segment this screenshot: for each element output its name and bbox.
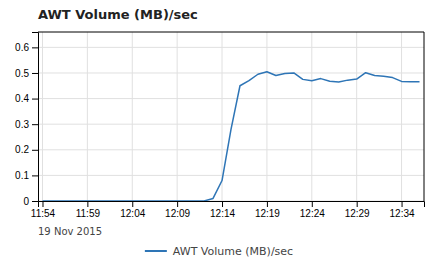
legend: AWT Volume (MB)/sec: [145, 245, 293, 258]
y-tick: 0.4: [15, 93, 38, 104]
chart: AWT Volume (MB)/sec11:5411:5912:0412:091…: [0, 0, 438, 265]
x-tick-label: 12:19: [255, 208, 280, 219]
y-tick: 0.3: [15, 119, 38, 130]
x-tick-mark: [267, 201, 268, 207]
x-tick: 12:09: [165, 201, 190, 219]
x-tick-mark: [222, 201, 223, 207]
x-tick: 12:04: [120, 201, 145, 219]
y-tick: 0.6: [15, 42, 38, 53]
x-tick-label: 11:54: [31, 208, 56, 219]
x-tick: 12:19: [255, 201, 280, 219]
y-tick-mark: [32, 201, 38, 202]
y-tick-mark: [32, 73, 38, 74]
marks: [42, 72, 419, 201]
y-tick-mark: [32, 175, 38, 176]
grid-line-x: [87, 32, 88, 201]
x-tick-mark: [42, 201, 43, 207]
x-tick-mark: [312, 201, 313, 207]
x-tick: 11:54: [31, 201, 56, 219]
grid-line-x: [132, 32, 133, 201]
plot-frame: [38, 32, 424, 33]
y-tick-mark: [32, 150, 38, 151]
grid-line-y: [38, 149, 424, 150]
grid-line-x: [401, 32, 402, 201]
x-tick-mark: [357, 201, 358, 207]
x-tick-label: 12:09: [165, 208, 190, 219]
title: AWT Volume (MB)/sec: [38, 7, 198, 22]
x-tick: 11:59: [76, 201, 101, 219]
x-tick-label: 12:34: [390, 208, 415, 219]
grid: [38, 32, 424, 201]
y-tick-label: 0: [23, 196, 29, 207]
y-tick-label: 0.6: [15, 42, 29, 53]
x-axis: 11:54 11:59 12:04 12:09 12:14 12:19 12:24 12:29…: [31, 201, 425, 219]
x-tick-label: 12:24: [300, 208, 325, 219]
legend-label: AWT Volume (MB)/sec: [173, 245, 293, 258]
x-tick-mark: [402, 201, 403, 207]
x-tick: 12:34: [390, 201, 415, 219]
series-line: [42, 72, 419, 201]
y-tick: 0: [23, 196, 38, 207]
y-tick-label: 0.1: [15, 170, 29, 181]
y-tick-label: 0.2: [15, 144, 29, 155]
plot-frame: [424, 32, 425, 201]
y-axis: 0 0.1 0.2 0.3 0.4 0.5 0.6: [15, 33, 38, 207]
x-tick: 12:29: [345, 201, 370, 219]
grid-line-x: [356, 32, 357, 201]
y-tick-mark: [32, 47, 38, 48]
x-tick: 12:14: [210, 201, 235, 219]
x-tick-label: 11:59: [76, 208, 101, 219]
x-tick-mark: [177, 201, 178, 207]
y-tick: 0.5: [15, 68, 38, 79]
legend-item: AWT Volume (MB)/sec: [145, 245, 293, 258]
y-tick-label: 0.4: [15, 93, 29, 104]
grid-line-y: [38, 175, 424, 176]
grid-line-y: [38, 47, 424, 48]
legend-swatch: [145, 250, 167, 252]
x-tick-label: 12:14: [210, 208, 235, 219]
x-tick-label: 12:04: [120, 208, 145, 219]
x-label: 19 Nov 2015: [38, 226, 102, 237]
y-tick: 0.1: [15, 170, 38, 181]
y-tick-mark: [32, 124, 38, 125]
grid-line-x: [42, 32, 43, 201]
x-tick-label: 12:29: [345, 208, 370, 219]
grid-line-y: [38, 124, 424, 125]
x-tick-mark: [132, 201, 133, 207]
y-axis-line: [32, 33, 39, 202]
y-tick: 0.2: [15, 144, 38, 155]
grid-line-x: [177, 32, 178, 201]
grid-line-x: [266, 32, 267, 201]
x-tick-mark: [87, 201, 88, 207]
x-axis-line: [39, 202, 425, 208]
grid-line-x: [311, 32, 312, 201]
grid-line-y: [38, 98, 424, 99]
plot-area: 11:54 11:59 12:04 12:09 12:14 12:19 12:24 12:29…: [15, 32, 424, 219]
y-tick-label: 0.3: [15, 119, 29, 130]
x-tick: 12:24: [300, 201, 325, 219]
y-tick-label: 0.5: [15, 68, 29, 79]
y-tick-mark: [32, 99, 38, 100]
